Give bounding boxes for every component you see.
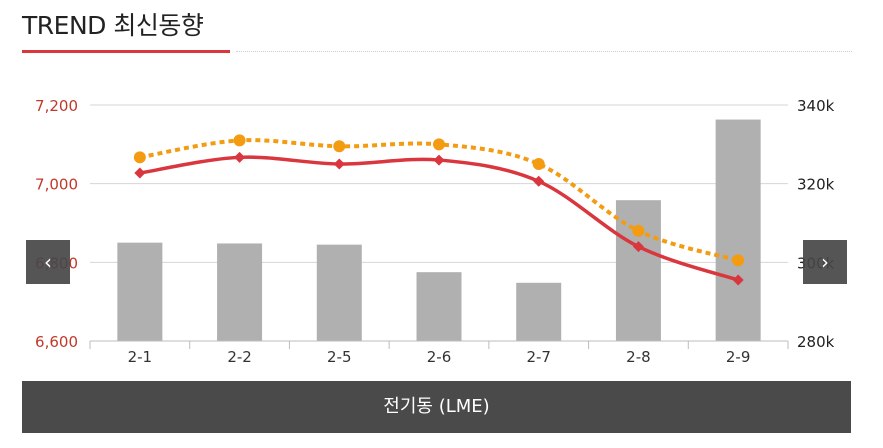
left-axis-tick-label: 7,000 (35, 176, 78, 194)
orange-point (433, 138, 445, 151)
right-axis-tick-label: 280k (797, 333, 835, 351)
bar (516, 282, 562, 341)
orange-point (333, 140, 346, 153)
right-axis-tick-label: 320k (797, 176, 835, 194)
grid-lines (90, 104, 788, 342)
chevron-right-icon: › (821, 250, 829, 274)
red-point (134, 167, 146, 179)
orange-point (632, 224, 645, 237)
bar (715, 119, 761, 341)
x-axis-tick-label: 2-7 (526, 348, 551, 366)
left-axis-tick-label: 7,200 (35, 97, 78, 115)
x-axis-tick-label: 2-5 (327, 348, 352, 366)
bar-series (117, 119, 761, 341)
title-underline (22, 50, 230, 53)
red-point (234, 151, 246, 163)
x-axis-tick-label: 2-1 (128, 348, 153, 366)
bar (316, 244, 362, 341)
chart-caption: 전기동 (LME) (383, 396, 490, 417)
orange-point (732, 254, 745, 267)
right-axis-tick-label: 340k (797, 97, 835, 115)
x-axis-tick-label: 2-6 (427, 348, 452, 366)
red-point (433, 154, 445, 166)
left-axis-tick-label: 6,600 (35, 333, 78, 351)
red-point (732, 274, 744, 286)
line-series (133, 134, 745, 286)
x-axis-tick-label: 2-2 (227, 348, 252, 366)
chart-caption-bar: 전기동 (LME) (22, 381, 851, 433)
red-point (632, 241, 644, 253)
red-point (333, 158, 345, 170)
x-axis-tick-label: 2-9 (726, 348, 751, 366)
page-title: TREND 최신동향 (22, 11, 204, 40)
orange-point (233, 134, 246, 147)
chevron-left-icon: ‹ (44, 250, 52, 274)
orange-point (133, 151, 146, 164)
red-point (533, 175, 545, 187)
x-axis-tick-label: 2-8 (626, 348, 651, 366)
bar (117, 242, 163, 341)
next-arrow-button[interactable]: › (803, 240, 847, 284)
bar (217, 243, 263, 341)
title-divider (236, 51, 852, 52)
trend-chart: 7,2007,0006,8006,600340k320k300k280k2-12… (35, 97, 835, 366)
prev-arrow-button[interactable]: ‹ (26, 240, 70, 284)
orange-point (532, 158, 545, 170)
bar (416, 272, 462, 341)
